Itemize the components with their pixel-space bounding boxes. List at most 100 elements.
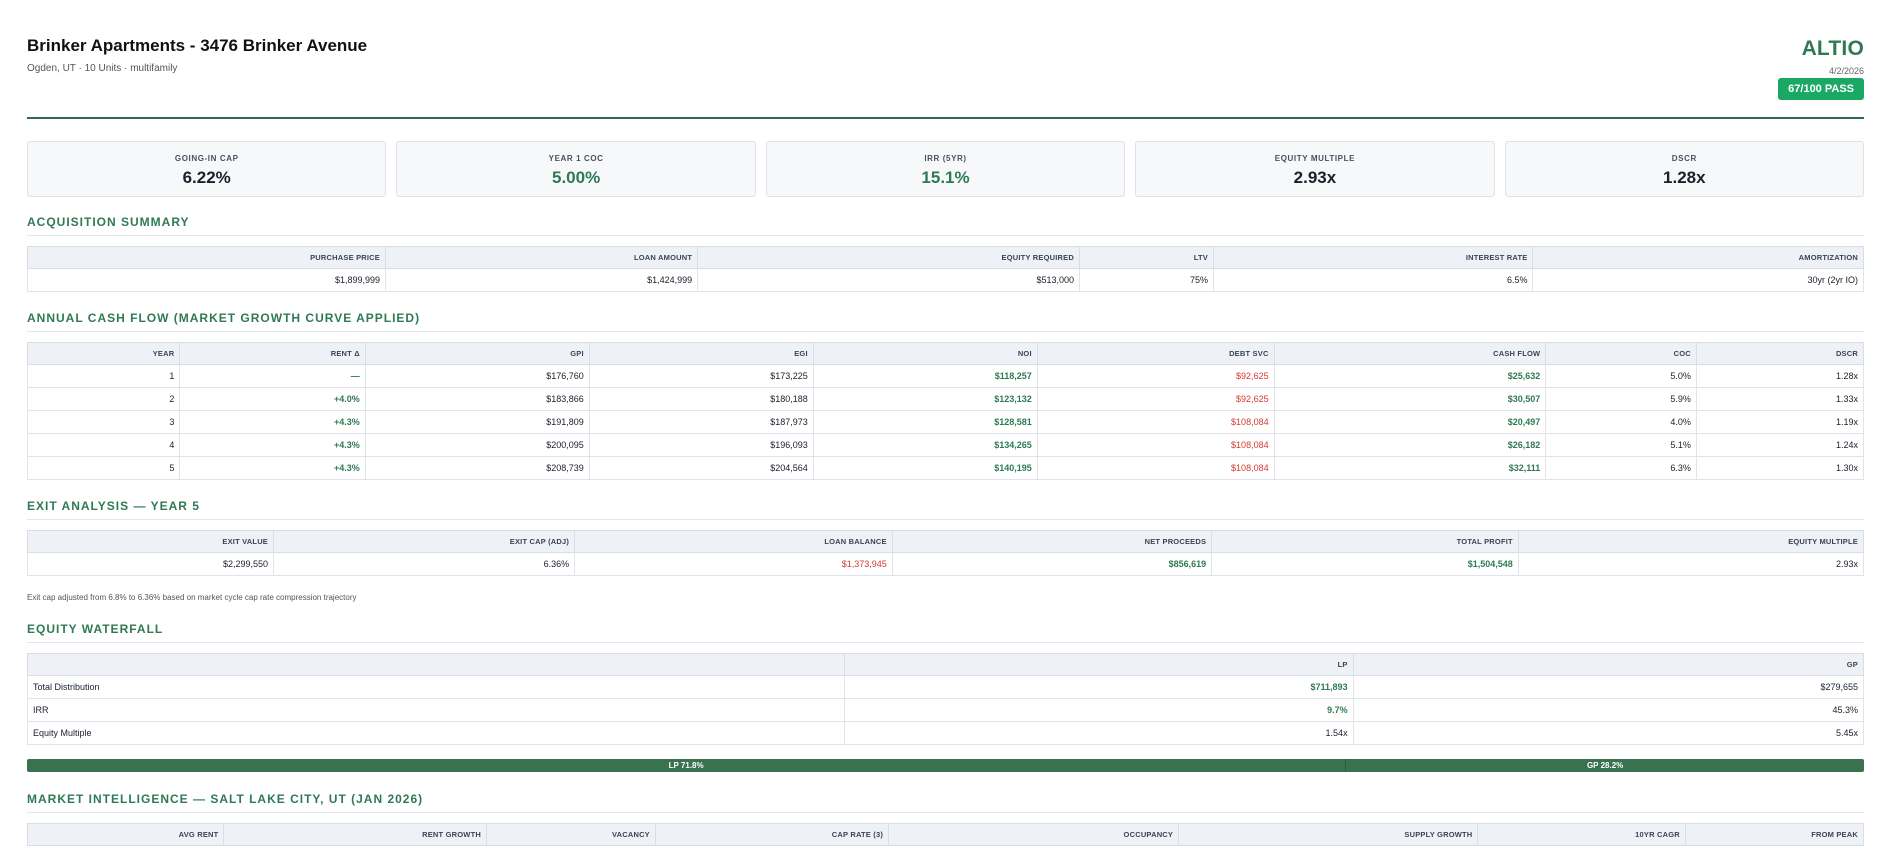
table-cell: $108,084 (1036, 410, 1275, 434)
table-cell: $176,760 (364, 364, 590, 388)
table-cell: $2,299,550 (26, 552, 275, 576)
kpi-card-equity-multiple: EQUITY MULTIPLE 2.93x (1135, 141, 1495, 197)
column-header: EXIT VALUE (26, 530, 275, 553)
table-row: Total Distribution $711,893 $279,655 (26, 675, 1865, 699)
row-label: IRR (26, 698, 846, 722)
kpi-card-irr: IRR (5YR) 15.1% (765, 141, 1126, 197)
section-title: EQUITY WATERFALL (27, 622, 1864, 643)
column-header: GPI (364, 342, 590, 365)
property-subtitle: Ogden, UT · 10 Units · multifamily (27, 63, 178, 74)
table-cell: 3 (26, 410, 181, 434)
table-header-row: PURCHASE PRICE LOAN AMOUNT EQUITY REQUIR… (26, 246, 1864, 269)
table-cell: 1.24x (1695, 433, 1865, 457)
lp-share-segment: LP 71.8% (27, 759, 1346, 772)
column-header: DSCR (1695, 342, 1865, 365)
market-section: MARKET INTELLIGENCE — SALT LAKE CITY, UT… (26, 792, 1865, 846)
waterfall-table: LP GP Total Distribution $711,893 $279,6… (26, 653, 1865, 745)
table-cell: 1 (26, 364, 181, 388)
table-cell: $208,739 (364, 456, 590, 480)
kpi-label: EQUITY MULTIPLE (1274, 154, 1356, 163)
column-header: LOAN AMOUNT (385, 246, 699, 269)
table-cell: $32,111 (1273, 456, 1547, 480)
kpi-label: GOING-IN CAP (174, 154, 239, 163)
column-header: LP (844, 653, 1354, 676)
column-header: RENT Δ (179, 342, 366, 365)
column-header: AMORTIZATION (1532, 246, 1864, 269)
column-header: RENT GROWTH (223, 823, 487, 846)
table-row: 2 +4.0% $183,866 $180,188 $123,132 $92,6… (26, 387, 1865, 411)
kpi-value: 15.1% (921, 168, 970, 187)
kpi-value: 6.22% (182, 168, 231, 187)
column-header: NET PROCEEDS (891, 530, 1213, 553)
table-cell: $513,000 (697, 268, 1080, 292)
table-cell: $1,373,945 (574, 552, 893, 576)
table-cell: 5 (26, 456, 181, 480)
column-header: NOI (812, 342, 1038, 365)
table-cell: $173,225 (588, 364, 814, 388)
section-title: EXIT ANALYSIS — YEAR 5 (27, 499, 1864, 520)
table-cell: 9.7% (844, 698, 1354, 722)
table-header-row: YEAR RENT Δ GPI EGI NOI DEBT SVC CASH FL… (26, 342, 1865, 365)
cashflow-section: ANNUAL CASH FLOW (MARKET GROWTH CURVE AP… (26, 311, 1865, 480)
table-cell: 5.0% (1545, 364, 1697, 388)
table-row: 3 +4.3% $191,809 $187,973 $128,581 $108,… (26, 410, 1865, 434)
table-cell: $1,899,999 (26, 268, 387, 292)
table-cell: $118,257 (812, 364, 1038, 388)
table-cell: 6.3% (1545, 456, 1697, 480)
table-cell: +4.0% (179, 387, 366, 411)
report-header: Brinker Apartments - 3476 Brinker Avenue… (27, 0, 1864, 119)
kpi-label: YEAR 1 COC (548, 154, 604, 163)
column-header: PURCHASE PRICE (26, 246, 387, 269)
table-cell: 1.19x (1695, 410, 1865, 434)
property-title: Brinker Apartments - 3476 Brinker Avenue (27, 36, 368, 55)
table-cell: $1,424,999 (385, 268, 699, 292)
table-cell: +4.3% (179, 456, 366, 480)
column-header: OCCUPANCY (888, 823, 1180, 846)
kpi-card-dscr: DSCR 1.28x (1504, 141, 1865, 197)
column-header: INTEREST RATE (1213, 246, 1534, 269)
score-badge: 67/100 PASS (1778, 78, 1864, 100)
column-header: SUPPLY GROWTH (1178, 823, 1479, 846)
table-cell: $1,504,548 (1211, 552, 1519, 576)
exit-table: EXIT VALUE EXIT CAP (ADJ) LOAN BALANCE N… (26, 530, 1865, 576)
column-header: LOAN BALANCE (574, 530, 893, 553)
table-cell: $30,507 (1273, 387, 1547, 411)
kpi-value: 1.28x (1663, 168, 1706, 187)
table-cell: $191,809 (364, 410, 590, 434)
kpi-value: 5.00% (552, 168, 601, 187)
report-date: 4/2/2026 (1828, 66, 1864, 76)
table-cell: — (179, 364, 366, 388)
table-cell: $183,866 (364, 387, 590, 411)
table-row: Equity Multiple 1.54x 5.45x (26, 721, 1865, 745)
brand-logo: ALTIO (1801, 37, 1864, 60)
table-cell: $26,182 (1273, 433, 1547, 457)
column-header (26, 653, 846, 676)
kpi-value: 2.93x (1293, 168, 1337, 187)
column-header: 10YR CAGR (1477, 823, 1686, 846)
column-header: GP (1352, 653, 1865, 676)
table-header-row: LP GP (26, 653, 1865, 676)
acquisition-section: ACQUISITION SUMMARY PURCHASE PRICE LOAN … (26, 215, 1864, 292)
table-cell: $92,625 (1036, 387, 1275, 411)
column-header: CASH FLOW (1273, 342, 1547, 365)
kpi-row: GOING-IN CAP 6.22% YEAR 1 COC 5.00% IRR … (27, 141, 1865, 197)
exit-cap-note: Exit cap adjusted from 6.8% to 6.36% bas… (27, 593, 357, 602)
table-cell: $108,084 (1036, 456, 1275, 480)
cashflow-table: YEAR RENT Δ GPI EGI NOI DEBT SVC CASH FL… (26, 342, 1865, 480)
kpi-label: IRR (5YR) (924, 154, 967, 163)
column-header: EQUITY REQUIRED (697, 246, 1080, 269)
table-cell: $92,625 (1036, 364, 1275, 388)
table-cell: $200,095 (364, 433, 590, 457)
table-cell: $108,084 (1036, 433, 1275, 457)
column-header: YEAR (26, 342, 181, 365)
column-header: TOTAL PROFIT (1211, 530, 1519, 553)
column-header: EGI (588, 342, 814, 365)
table-cell: 75% (1078, 268, 1215, 292)
kpi-card-year1-coc: YEAR 1 COC 5.00% (396, 141, 756, 197)
table-row: $1,899,999 $1,424,999 $513,000 75% 6.5% … (26, 268, 1864, 292)
table-cell: 2.93x (1517, 552, 1865, 576)
table-cell: 1.33x (1695, 387, 1865, 411)
section-title: ACQUISITION SUMMARY (27, 215, 1864, 236)
table-row: 1 — $176,760 $173,225 $118,257 $92,625 $… (26, 364, 1865, 388)
